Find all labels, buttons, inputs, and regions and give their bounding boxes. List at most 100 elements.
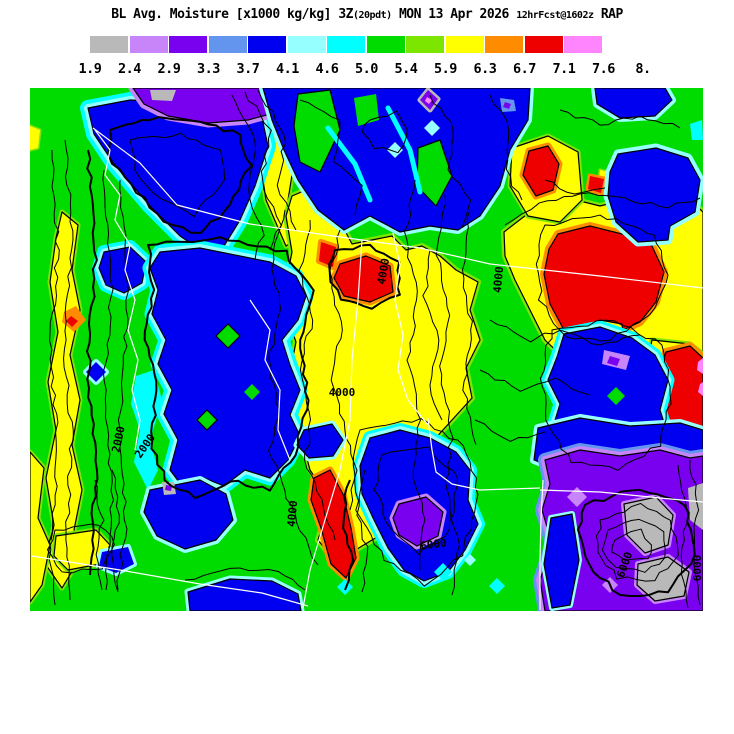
map-fill-region [30, 126, 40, 150]
map-fill-region [697, 358, 703, 374]
colorbar-tick-12: 7.1 [552, 61, 576, 77]
map-fill-region [333, 255, 394, 303]
map-fill-region [688, 483, 703, 530]
map-fill-region [86, 362, 106, 382]
contour-line [544, 179, 606, 195]
state-border-line [427, 417, 541, 491]
state-border-line [31, 555, 309, 607]
contour-line [489, 319, 641, 346]
map-fill-region [489, 578, 505, 594]
contour-line [539, 319, 672, 471]
contour-line [116, 179, 129, 591]
contour-line [504, 192, 701, 226]
contour-line [479, 369, 591, 396]
contour-line [422, 249, 443, 421]
colorbar-swatch-3 [208, 36, 247, 53]
title-valid-time: MON 13 Apr 2026 [398, 7, 509, 22]
map-fill-region [149, 247, 307, 491]
map-fill-region [293, 89, 341, 173]
contour-label: 4000 [329, 386, 356, 399]
state-border-line [92, 127, 703, 289]
map-fill-region [543, 513, 580, 609]
colorbar-swatch-6 [327, 36, 365, 53]
contour-label: 4000 [491, 266, 506, 294]
map-fill-region [143, 479, 234, 550]
contour-label: 4000 [375, 257, 392, 285]
contour-line [257, 89, 297, 231]
contour-line [244, 91, 282, 251]
title-model: RAP [600, 7, 623, 22]
map-fill-region [503, 102, 511, 109]
contour-line [352, 418, 479, 587]
map-fill-region [387, 142, 403, 158]
map-fill-region [150, 90, 176, 101]
colorbar-swatch-12 [564, 36, 602, 53]
contour-line [102, 169, 115, 591]
contour-label: 6000 [419, 536, 447, 553]
colorbar-swatch-0 [90, 36, 128, 53]
contour-line [107, 116, 253, 234]
contour-line [435, 194, 461, 596]
map-fill-rim [385, 105, 423, 195]
colorbar-tick-4: 3.7 [236, 61, 260, 77]
contour-line [129, 132, 226, 218]
contour-label: 4000 [285, 500, 300, 528]
colorbar-swatch-8 [406, 36, 444, 53]
colorbar-swatch-9 [445, 36, 484, 53]
colorbar-tick-8: 5.4 [394, 61, 418, 77]
contour-line [403, 179, 426, 571]
contour-label: 6000 [691, 555, 704, 582]
contour-label: 2000 [109, 425, 127, 454]
colorbar-swatch-1 [129, 36, 168, 53]
contour-line [111, 469, 120, 593]
contour-line [601, 518, 666, 573]
colorbar-tick-3: 3.3 [197, 61, 220, 77]
colorbar-swatch-11 [524, 36, 563, 53]
map-fill-region [690, 120, 703, 140]
map-fill-region [424, 120, 440, 136]
contour-line [268, 209, 319, 566]
map-fill-region [698, 382, 703, 396]
contour-line [231, 94, 265, 261]
colorbar-tick-10: 6.3 [473, 61, 497, 77]
state-border-line [302, 239, 363, 609]
map-fill-region [196, 409, 218, 431]
colorbar-tick-7: 5.0 [355, 61, 378, 77]
contour-line [342, 479, 355, 591]
contour-line [535, 214, 669, 342]
colorbar-tick-5: 4.1 [276, 61, 299, 77]
colorbar-tick-14: 8. [635, 61, 651, 77]
state-border-line [539, 479, 544, 610]
map-fill-region [337, 579, 353, 595]
contour-line [429, 94, 472, 229]
state-border-line [539, 489, 703, 503]
contour-line [361, 110, 408, 154]
colorbar-tick-11: 6.7 [513, 61, 536, 77]
map-fill-region [607, 387, 625, 405]
map-fill-region [464, 554, 476, 566]
contour-line [63, 139, 74, 601]
map-fill-region [354, 94, 379, 126]
contour-line [143, 236, 315, 500]
contour-line [595, 503, 679, 582]
contour-line [677, 464, 689, 609]
contour-line [461, 209, 477, 446]
contour-line [474, 419, 546, 442]
map-fill-region [187, 578, 302, 611]
map-title: BL Avg. Moisture [x1000 kg/kg] 3Z(20pdt)… [0, 7, 734, 22]
state-border-line [249, 299, 291, 461]
contour-line [299, 99, 363, 216]
contour-line [611, 528, 652, 561]
colorbar-tick-6: 4.6 [315, 61, 339, 77]
map-fill-region [425, 97, 432, 104]
map-fill-region [244, 384, 260, 400]
map-fill-region [607, 147, 701, 243]
colorbar-tick-2: 2.9 [157, 61, 181, 77]
colorbar-swatch-2 [169, 36, 207, 53]
contour-line [689, 459, 701, 606]
contour-line [48, 149, 60, 606]
map-fill-region [522, 145, 560, 197]
colorbar-tick-0: 1.9 [78, 61, 102, 77]
map-fill-region [165, 485, 172, 491]
